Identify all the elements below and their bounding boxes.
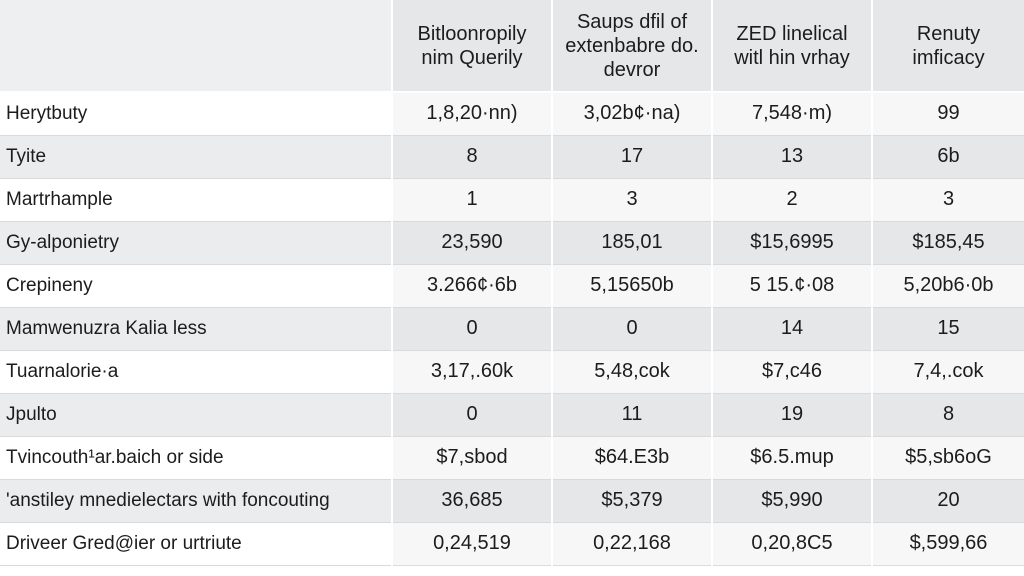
table-cell: 0,22,168 xyxy=(552,522,713,565)
table-cell: 23,590 xyxy=(392,221,553,264)
table-cell: $5,379 xyxy=(552,479,713,522)
table-cell: 185,01 xyxy=(552,221,713,264)
table-cell: 36,685 xyxy=(392,479,553,522)
table-cell: 7,4,.cok xyxy=(872,350,1024,393)
table-cell: $,599,66 xyxy=(872,522,1024,565)
table-cell: $185,45 xyxy=(872,221,1024,264)
table-cell: 3 xyxy=(872,178,1024,221)
column-header-4: Renuty imficacy xyxy=(872,0,1024,92)
table-row: Mamwenuzra Kalia less 0 0 14 15 xyxy=(0,307,1024,350)
table-cell: 0 xyxy=(392,393,553,436)
table-cell: 13 xyxy=(712,135,873,178)
table-cell: $5,sb6oG xyxy=(872,436,1024,479)
table-cell: 3 xyxy=(552,178,713,221)
header-row: Bitloonropily nim Querily Saups dfil of … xyxy=(0,0,1024,92)
table-row: 'anstiley mnedielectars with foncouting … xyxy=(0,479,1024,522)
row-label: Mamwenuzra Kalia less xyxy=(0,307,393,350)
row-label: Tvincouth¹ar.baich or side xyxy=(0,436,393,479)
row-label: Crepineny xyxy=(0,264,393,307)
table-cell: 1,8,20·nn) xyxy=(392,92,553,135)
table-row: Gy-alponietry 23,590 185,01 $15,6995 $18… xyxy=(0,221,1024,264)
table-cell: 20 xyxy=(872,479,1024,522)
corner-header xyxy=(0,0,393,92)
table-cell: 6b xyxy=(872,135,1024,178)
table-row: Martrhample 1 3 2 3 xyxy=(0,178,1024,221)
column-header-2: Saups dfil of extenbabre do. devror xyxy=(552,0,713,92)
column-header-3: ZED linelical witl hin vrhay xyxy=(712,0,873,92)
table-cell: 0 xyxy=(552,307,713,350)
table-cell: $7,c46 xyxy=(712,350,873,393)
table-row: Jpulto 0 11 19 8 xyxy=(0,393,1024,436)
table-cell: 3,17,.60k xyxy=(392,350,553,393)
table-cell: $15,6995 xyxy=(712,221,873,264)
table-cell: 11 xyxy=(552,393,713,436)
table-cell: 7,548·m) xyxy=(712,92,873,135)
table-cell: 5,20b6·0b xyxy=(872,264,1024,307)
table-cell: 5 15.¢·08 xyxy=(712,264,873,307)
table-cell: $6.5.mup xyxy=(712,436,873,479)
table-cell: 3.266¢·6b xyxy=(392,264,553,307)
row-label: Tuarnalorie·a xyxy=(0,350,393,393)
table-cell: $5,990 xyxy=(712,479,873,522)
table-row: Tyite 8 17 13 6b xyxy=(0,135,1024,178)
table-cell: 5,15650b xyxy=(552,264,713,307)
table-row: Tuarnalorie·a 3,17,.60k 5,48,cok $7,c46 … xyxy=(0,350,1024,393)
row-label: Jpulto xyxy=(0,393,393,436)
row-label: Driveer Gred@ier or urtriute xyxy=(0,522,393,565)
table-cell: 17 xyxy=(552,135,713,178)
table-row: Tvincouth¹ar.baich or side $7,sbod $64.E… xyxy=(0,436,1024,479)
table-cell: 0 xyxy=(392,307,553,350)
table-cell: 3,02b¢·na) xyxy=(552,92,713,135)
table-cell: 8 xyxy=(872,393,1024,436)
table-cell: $64.E3b xyxy=(552,436,713,479)
table-row: Crepineny 3.266¢·6b 5,15650b 5 15.¢·08 5… xyxy=(0,264,1024,307)
table-cell: 5,48,cok xyxy=(552,350,713,393)
row-label: Martrhample xyxy=(0,178,393,221)
table-cell: 14 xyxy=(712,307,873,350)
row-label: Herytbuty xyxy=(0,92,393,135)
table-cell: 2 xyxy=(712,178,873,221)
row-label: Tyite xyxy=(0,135,393,178)
table-cell: 99 xyxy=(872,92,1024,135)
table-cell: $7,sbod xyxy=(392,436,553,479)
table-cell: 0,24,519 xyxy=(392,522,553,565)
table-cell: 1 xyxy=(392,178,553,221)
table-cell: 8 xyxy=(392,135,553,178)
table-cell: 0,20,8C5 xyxy=(712,522,873,565)
table-row: Driveer Gred@ier or urtriute 0,24,519 0,… xyxy=(0,522,1024,565)
table-row: Herytbuty 1,8,20·nn) 3,02b¢·na) 7,548·m)… xyxy=(0,92,1024,135)
table-cell: 15 xyxy=(872,307,1024,350)
table-cell: 19 xyxy=(712,393,873,436)
row-label: Gy-alponietry xyxy=(0,221,393,264)
row-label: 'anstiley mnedielectars with foncouting xyxy=(0,479,393,522)
column-header-1: Bitloonropily nim Querily xyxy=(392,0,553,92)
